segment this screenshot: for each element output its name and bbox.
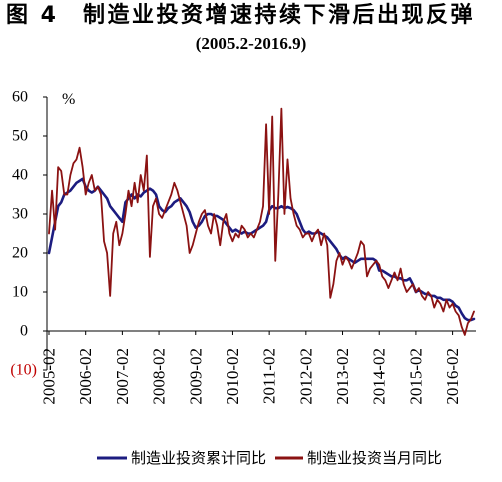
page-subtitle: (2005.2-2016.9) (195, 34, 307, 53)
x-tick-label: 2014-02 (370, 348, 389, 405)
x-tick-label: 2006-02 (76, 348, 95, 405)
x-tick-label: 2008-02 (150, 348, 169, 405)
series-line-monthly-yoy (48, 107, 475, 336)
plot-area (47, 107, 476, 336)
y-tick-label: 20 (12, 245, 28, 262)
x-tick-label: 2007-02 (113, 348, 132, 405)
y-tick-label: 50 (12, 128, 28, 145)
x-tick-label: 2012-02 (296, 348, 315, 405)
legend: 制造业投资累计同比 制造业投资当月同比 (97, 449, 442, 467)
x-tick-label: 2013-02 (333, 348, 352, 405)
y-tick-label: (10) (10, 362, 37, 379)
x-tick-label: 2009-02 (186, 348, 205, 405)
x-tick-label: 2005-02 (40, 348, 59, 405)
y-tick-label: 30 (12, 206, 28, 223)
legend-label-monthly: 制造业投资当月同比 (307, 449, 442, 467)
legend-item-monthly: 制造业投资当月同比 (275, 449, 442, 467)
x-tick-label: 2011-02 (260, 348, 279, 404)
page-title: 图 4 制造业投资增速持续下滑后出现反弹 (6, 3, 475, 28)
y-tick-label: 0 (20, 323, 28, 340)
legend-label-cumulative: 制造业投资累计同比 (131, 449, 266, 467)
x-tick-label: 2016-02 (443, 348, 462, 405)
legend-item-cumulative: 制造业投资累计同比 (97, 449, 266, 467)
y-axis-unit-label: % (62, 91, 75, 108)
x-tick-label: 2015-02 (406, 348, 425, 405)
y-tick-label: 40 (12, 167, 28, 184)
y-tick-label: 10 (12, 284, 28, 301)
x-tick-label: 2010-02 (223, 348, 242, 405)
y-tick-label: 60 (12, 89, 28, 106)
axes: 60 50 40 30 20 10 0 (10) 2005-02 2006-02 2007-02 20… (10, 89, 476, 405)
